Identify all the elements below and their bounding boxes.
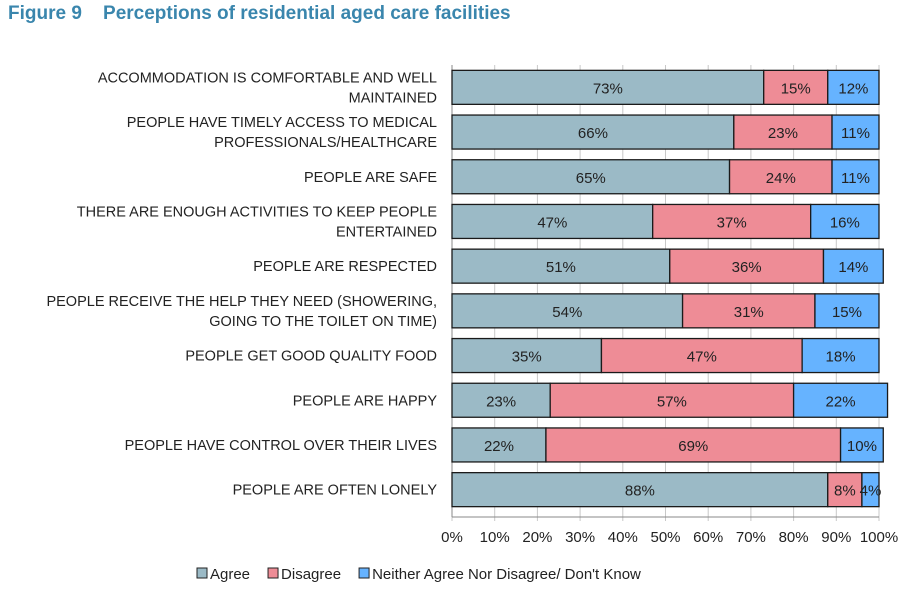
bar-agree [451,69,765,105]
data-label: 10% [847,438,877,455]
category-label: THERE ARE ENOUGH ACTIVITIES TO KEEP PEOP… [77,204,438,240]
data-label: 23% [486,393,516,410]
data-label: 51% [546,259,576,276]
bar-neither [831,159,880,195]
bar-disagree [669,248,825,284]
data-label: 11% [841,170,870,187]
data-label: 15% [781,80,811,97]
legend-swatch [267,567,279,579]
bar-agree [451,203,654,240]
data-label: 88% [625,483,655,500]
category-label: PEOPLE ARE HAPPY [293,393,438,409]
bar-agree [451,337,603,374]
data-label: 22% [826,393,856,410]
category-label: PEOPLE ARE SAFE [304,170,437,186]
bar-disagree [652,203,812,240]
data-label: 35% [512,349,542,366]
data-label: 24% [766,170,796,187]
bar-agree [451,114,735,150]
bar-neither [822,248,884,284]
x-tick-label: 90% [821,529,851,546]
data-label: 65% [576,170,606,187]
bar-agree [451,248,671,284]
x-tick-label: 20% [522,529,552,546]
x-tick-label: 30% [565,529,595,546]
category-label: PEOPLE ARE OFTEN LONELY [233,483,438,499]
legend-label: Agree [210,566,250,583]
x-tick-label: 80% [779,529,809,546]
data-label: 23% [768,125,798,142]
bar-neither [814,293,880,329]
legend-swatch [358,567,370,579]
category-label: PEOPLE GET GOOD QUALITY FOOD [185,349,437,365]
category-label: PEOPLE HAVE TIMELY ACCESS TO MEDICAL PROF… [127,115,438,151]
bar-disagree [763,69,829,105]
x-tick-label: 0% [441,529,463,546]
data-label: 14% [838,259,868,276]
x-tick-label: 100% [860,529,898,546]
data-label: 37% [717,214,747,231]
data-label: 18% [826,349,856,366]
data-label: 15% [832,304,862,321]
x-tick-label: 40% [608,529,638,546]
data-label: 31% [734,304,764,321]
data-label: 22% [484,438,514,455]
category-label: PEOPLE ARE RESPECTED [253,259,437,275]
bar-neither [810,203,880,240]
bar-neither [801,337,880,374]
category-label: PEOPLE RECEIVE THE HELP THEY NEED (SHOWE… [46,294,437,330]
bar-neither [839,427,884,463]
data-label: 11% [841,125,870,142]
data-label: 47% [537,214,567,231]
bar-disagree [728,159,833,195]
bar-neither [792,382,889,418]
x-tick-label: 60% [693,529,723,546]
data-label: 73% [593,80,623,97]
category-label: ACCOMMODATION IS COMFORTABLE AND WELL MAI… [98,70,437,106]
data-label: 12% [838,80,868,97]
data-label: 8% [834,483,856,500]
bar-agree [451,471,829,508]
bar-disagree [827,471,863,508]
legend-label: Disagree [281,566,341,583]
x-tick-label: 10% [480,529,510,546]
bar-agree [451,159,731,195]
x-tick-label: 50% [650,529,680,546]
bar-disagree [681,293,816,329]
legend-label: Neither Agree Nor Disagree/ Don't Know [372,566,641,583]
data-label: 54% [552,304,582,321]
data-label: 47% [687,349,717,366]
legend-swatch [196,567,208,579]
bar-neither [861,471,880,508]
data-label: 4% [860,483,882,500]
bar-neither [831,114,880,150]
data-label: 69% [678,438,708,455]
data-label: 57% [657,393,687,410]
category-label: PEOPLE HAVE CONTROL OVER THEIR LIVES [125,438,437,454]
data-label: 66% [578,125,608,142]
data-label: 36% [732,259,762,276]
x-tick-label: 70% [736,529,766,546]
bar-neither [827,69,880,105]
figure-title: Figure 9 Perceptions of residential aged… [8,3,511,24]
bar-disagree [549,382,795,418]
bar-disagree [545,427,842,463]
data-label: 16% [830,214,860,231]
